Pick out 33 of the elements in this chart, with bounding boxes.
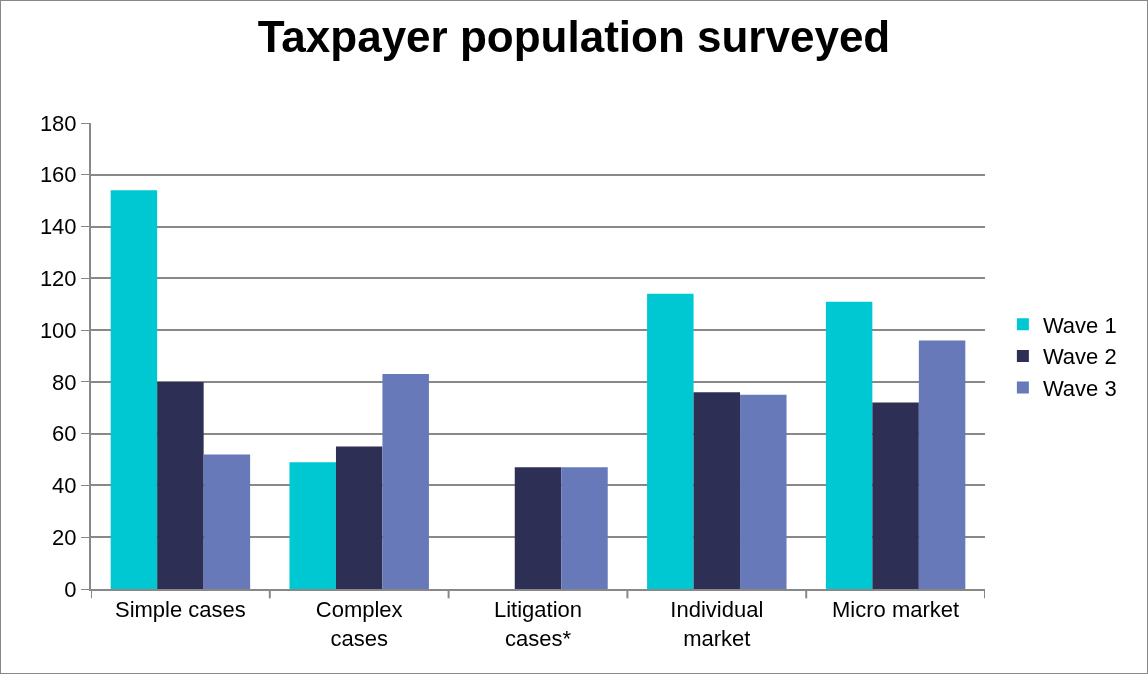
bar [825, 301, 873, 589]
y-tick-label: 20 [52, 524, 77, 550]
y-tick-label: 120 [39, 266, 77, 292]
x-tick-label: Individual market [670, 597, 764, 651]
bar [872, 402, 919, 589]
x-tick-label: Complex cases [315, 597, 403, 651]
y-tick-label: 140 [39, 214, 77, 240]
x-tick-label: Litigation cases* [493, 597, 583, 651]
bar [514, 467, 562, 589]
legend-label: Wave 1 [1042, 312, 1117, 338]
bar [382, 374, 429, 589]
bar [561, 467, 608, 589]
bar [918, 340, 966, 589]
y-tick-label: 40 [52, 473, 77, 499]
legend-label: Wave 3 [1042, 376, 1117, 402]
bar [335, 446, 383, 589]
bar [203, 454, 251, 589]
bar [647, 293, 694, 589]
bar [693, 392, 741, 589]
y-tick-label: 100 [39, 317, 77, 343]
legend-label: Wave 2 [1042, 344, 1117, 370]
bar [157, 381, 204, 589]
y-tick-label: 0 [64, 576, 77, 602]
x-tick-label: Simple cases [114, 597, 246, 623]
chart-title: Taxpayer population surveyed [257, 11, 891, 61]
bar [740, 394, 787, 589]
x-tick-label: Micro market [832, 597, 960, 623]
bar [110, 190, 158, 589]
y-tick-label: 60 [52, 421, 77, 447]
y-tick-label: 180 [39, 110, 77, 136]
y-tick-label: 160 [39, 162, 77, 188]
bar [289, 462, 336, 589]
y-tick-label: 80 [52, 369, 77, 395]
